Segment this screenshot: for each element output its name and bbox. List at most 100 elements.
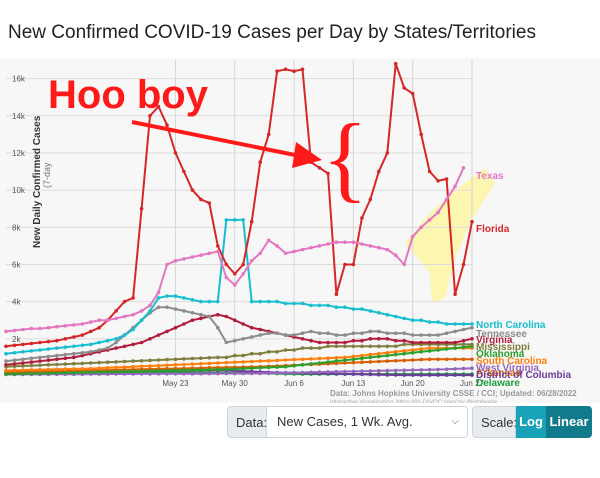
data-point [131,372,135,376]
data-point [360,307,364,311]
data-point [199,312,203,317]
data-point [4,351,8,356]
data-point [131,296,135,300]
data-point [436,373,440,377]
data-point [156,363,161,368]
data-point [88,350,93,354]
data-point [131,312,135,317]
y-tick-label: 4k [12,298,21,307]
data-point [283,67,288,72]
data-point [249,371,254,376]
linear-scale-button[interactable]: Linear [546,406,592,438]
data-point [309,329,313,334]
data-point [216,355,220,360]
data-point [436,333,440,337]
y-axis-label: New Daily Confirmed Cases [32,115,43,248]
data-point [334,292,339,296]
data-point [224,367,229,372]
data-point [410,234,415,239]
data-point [266,350,271,354]
chevron-down-icon: ⌵ [451,416,459,427]
data-point [88,366,93,371]
data-point [326,171,330,176]
data-point [199,368,203,372]
data-point [292,249,296,254]
data-point [419,333,424,337]
data-point [207,314,212,319]
data-point [12,358,17,363]
data-point [385,353,390,358]
data-point [122,359,127,364]
data-point [266,299,271,304]
data-point [46,325,51,330]
data-point [190,311,195,315]
data-point [351,360,356,365]
data-point [80,333,85,337]
data-point [148,369,152,373]
data-point [292,357,296,362]
data-point [343,340,347,345]
data-point [343,369,347,374]
data-point [461,373,466,377]
data-point [419,132,424,137]
data-point [241,337,245,341]
data-point [165,372,169,376]
data-point [80,370,85,375]
data-point [461,166,466,170]
data-point [410,340,415,345]
data-point [233,367,237,371]
data-point [38,348,42,352]
data-point [165,262,169,267]
log-scale-button[interactable]: Log [516,406,546,438]
brace-annotation: { [322,104,368,211]
data-point [444,340,449,345]
data-point [241,360,245,364]
data-point [309,338,313,343]
data-point [156,369,161,373]
data-point [21,350,25,354]
data-point [148,309,152,313]
data-point [72,367,76,371]
data-point [241,322,245,326]
data-point [266,331,271,336]
data-point [122,365,127,369]
data-point [249,259,254,263]
data-point [249,366,254,371]
data-point [444,367,449,372]
data-point [224,371,229,376]
data-point [385,312,390,317]
data-point [453,346,457,350]
data-point [165,305,169,309]
data-point [249,325,254,330]
data-point [275,69,279,73]
data-point [461,366,466,371]
data-point [173,294,178,298]
data-point [131,359,135,363]
data-point [300,247,305,252]
data-select[interactable]: New Cases, 1 Wk. Avg. ⌵ [266,406,468,438]
data-point [377,169,381,174]
data-point [156,358,161,362]
data-point [343,305,347,309]
data-point [233,371,237,376]
data-point [309,370,313,375]
data-point [470,325,474,330]
data-point [190,188,195,192]
data-point [377,337,381,341]
data-point [309,303,313,308]
data-point [165,294,169,298]
data-point [216,244,220,248]
data-point [182,257,186,261]
x-tick-label: May 30 [222,379,249,388]
data-point [385,331,390,336]
data-point [334,369,339,374]
data-point [444,347,449,351]
data-point [207,371,212,376]
data-point [275,371,279,375]
data-point [436,320,440,324]
data-point [427,367,432,372]
data-point [377,372,381,377]
data-point [72,351,76,356]
data-point [21,342,25,347]
data-point [410,373,415,377]
